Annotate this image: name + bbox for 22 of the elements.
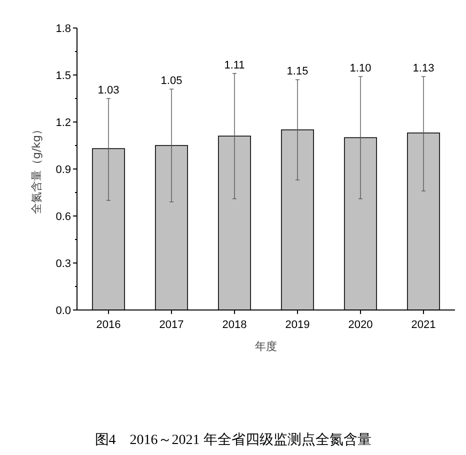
x-tick-label: 2020 [348, 319, 373, 331]
y-tick-label: 1.2 [56, 116, 71, 129]
y-tick-label: 1.8 [56, 22, 71, 35]
y-tick-label: 0.6 [56, 210, 71, 223]
annotation: 1.03 [98, 84, 120, 96]
annotation: 1.15 [286, 66, 308, 78]
x-tick-label: 2017 [159, 319, 184, 331]
y-tick-label: 1.5 [56, 70, 71, 82]
y-tick-label: 0.9 [56, 164, 71, 176]
annotation: 1.10 [350, 62, 372, 75]
annotation: 1.11 [224, 59, 245, 72]
y-axis-title: 全氮含量（g/kg） [30, 124, 43, 214]
y-tick-label: 0.3 [56, 258, 71, 270]
annotation: 1.13 [412, 62, 434, 75]
y-tick-label: 0.0 [56, 304, 71, 317]
annotation: 1.05 [160, 75, 182, 88]
x-axis-title: 年度 [255, 340, 277, 353]
caption: 图4 2016～2021 年全省四级监测点全氮含量 [94, 432, 372, 448]
x-tick-label: 2016 [96, 319, 121, 331]
x-tick-label: 2021 [411, 319, 436, 331]
x-tick-label: 2019 [285, 319, 310, 331]
x-tick-label: 2018 [222, 319, 247, 331]
